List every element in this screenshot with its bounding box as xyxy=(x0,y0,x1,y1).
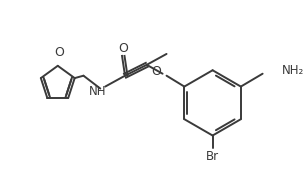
Text: O: O xyxy=(118,41,128,55)
Text: NH: NH xyxy=(89,85,106,98)
Text: NH₂: NH₂ xyxy=(282,64,304,77)
Text: O: O xyxy=(54,46,64,59)
Text: O: O xyxy=(152,65,162,78)
Text: Br: Br xyxy=(206,150,219,163)
